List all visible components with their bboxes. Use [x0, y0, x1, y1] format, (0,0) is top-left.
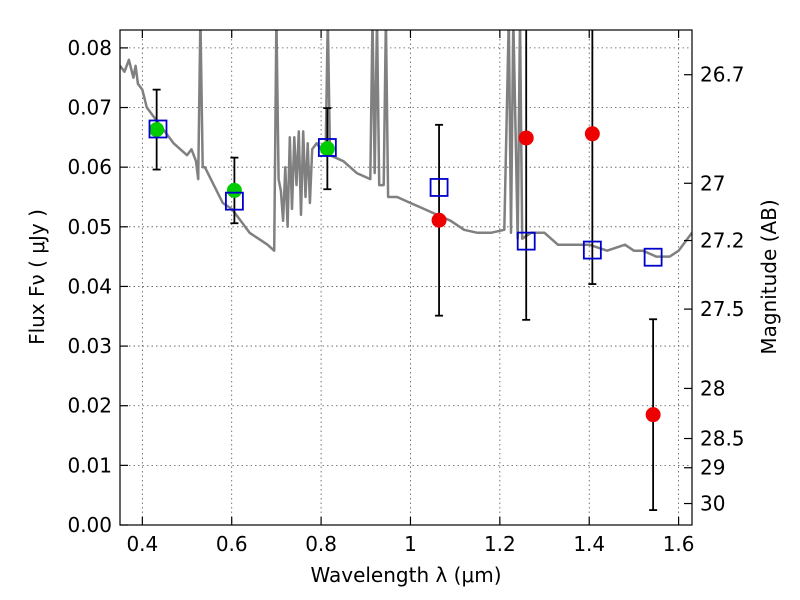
y-tick-label: 0.04: [67, 274, 112, 298]
data-point-circle: [645, 407, 661, 423]
data-point-circle: [584, 126, 600, 142]
x-tick-label: 1.6: [663, 532, 695, 556]
y-tick-label: 0.07: [67, 96, 112, 120]
model-spectrum: [120, 30, 692, 258]
y-right-tick-label: 28.5: [700, 427, 745, 451]
axis-tick-labels: 0.4 0.6 0.8 1 1.2 1.4 1.6 0.00 0.01 0.02 0.03 0.04 0…: [67, 36, 744, 556]
x-tick-label: 1.2: [484, 532, 516, 556]
y-right-tick-label: 27.5: [700, 297, 745, 321]
x-tick-label: 0.4: [126, 532, 158, 556]
y-tick-label: 0.02: [67, 394, 112, 418]
model-spectrum-line: [120, 30, 692, 258]
data-point-circle: [431, 212, 447, 228]
data-points: [148, 30, 663, 511]
y-right-tick-label: 29: [700, 456, 725, 480]
x-axis-label: Wavelength λ (μm): [310, 563, 501, 587]
model-point-square: [224, 191, 244, 211]
model-point-square: [317, 138, 337, 157]
data-point-circle: [226, 182, 242, 198]
x-tick-label: 1: [404, 532, 417, 556]
data-point-circle: [518, 130, 534, 146]
y-tick-label: 0.05: [67, 215, 112, 239]
grid: [120, 30, 692, 526]
x-tick-label: 1.4: [573, 532, 605, 556]
y-tick-label: 0.00: [67, 513, 112, 537]
data-point-circle: [149, 122, 165, 138]
y-tick-label: 0.06: [67, 155, 112, 179]
model-point-square: [516, 231, 536, 251]
y-tick-label: 0.01: [67, 453, 112, 477]
y-axis-label: Flux Fν ( μJy ): [25, 209, 49, 345]
y-tick-label: 0.03: [67, 334, 112, 358]
x-tick-label: 0.6: [216, 532, 248, 556]
y-axis-right-label: Magnitude (AB): [757, 199, 781, 354]
x-tick-label: 0.8: [305, 532, 337, 556]
axis-ticks: [120, 30, 692, 526]
y-right-tick-label: 26.7: [700, 63, 745, 87]
y-tick-label: 0.08: [67, 36, 112, 60]
data-point-circle: [319, 141, 335, 157]
model-point-square: [429, 178, 449, 197]
model-point-square: [643, 247, 663, 267]
y-right-tick-label: 30: [700, 492, 725, 516]
plot-frame: [119, 29, 693, 526]
y-right-tick-label: 28: [700, 376, 725, 400]
model-point-square: [582, 240, 602, 260]
y-right-tick-label: 27.2: [700, 229, 745, 253]
y-right-tick-label: 27: [700, 171, 725, 195]
model-point-square: [148, 119, 168, 139]
